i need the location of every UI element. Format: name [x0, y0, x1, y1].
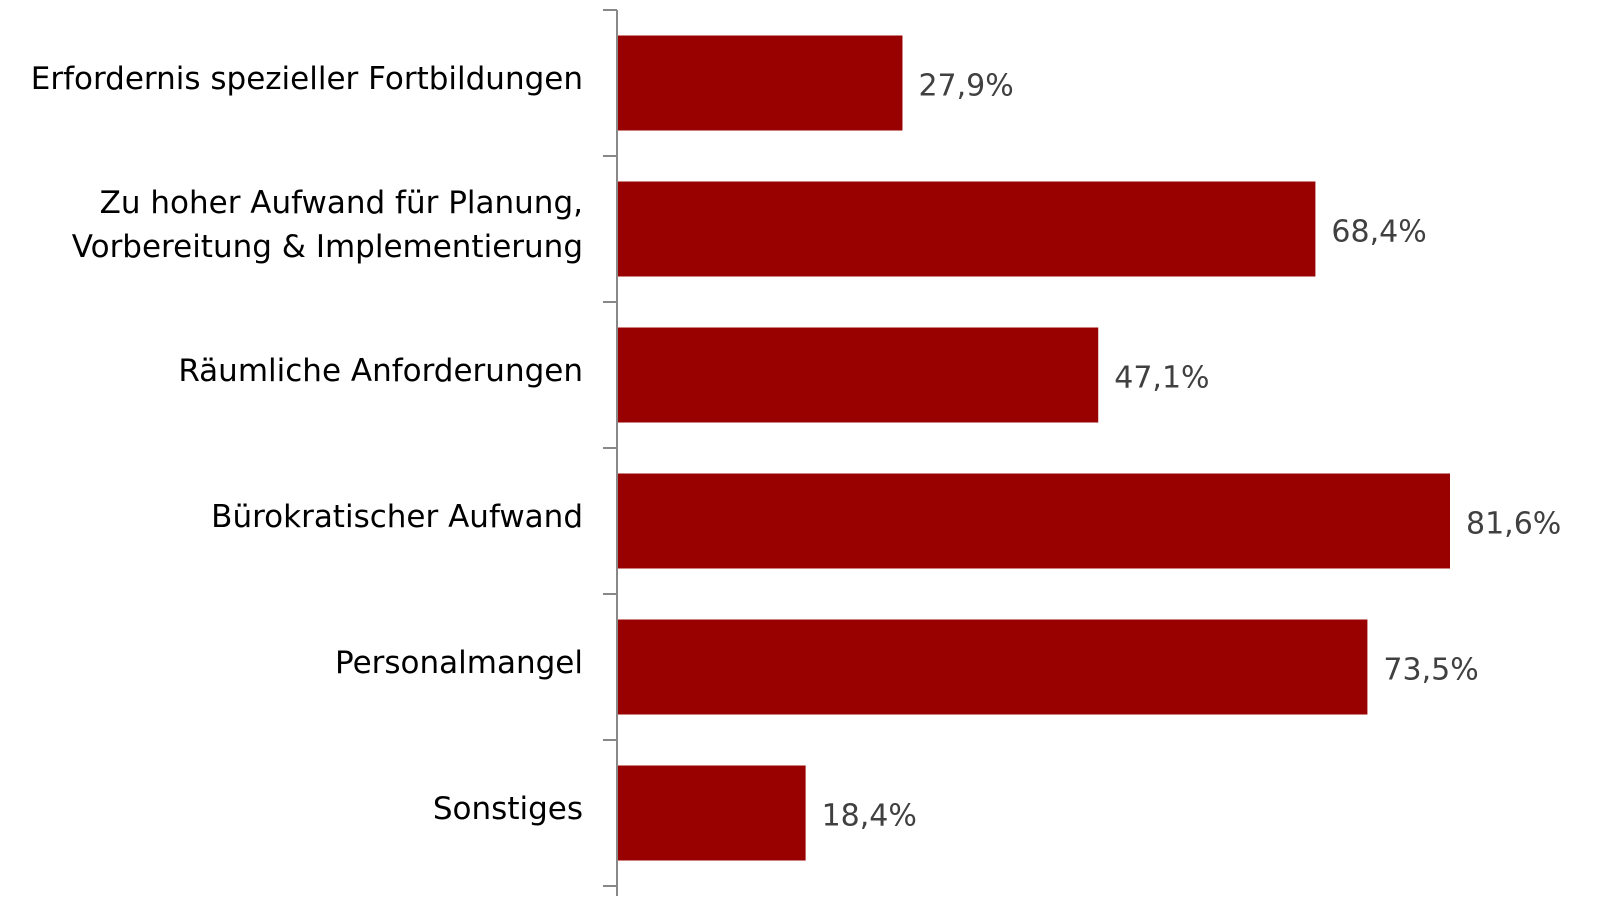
bar [618, 765, 806, 861]
bar [618, 327, 1099, 423]
category-label: Räumliche Anforderungen [178, 353, 583, 389]
value-label: 81,6% [1466, 507, 1561, 542]
category-label: Zu hoher Aufwand für Planung, Vorbereitu… [71, 185, 583, 265]
bar [618, 619, 1368, 715]
bar [618, 181, 1316, 277]
value-label: 73,5% [1383, 653, 1478, 688]
category-label: Sonstiges [432, 791, 583, 827]
bar [618, 473, 1450, 569]
bar [618, 35, 903, 131]
category-label: Personalmangel [335, 645, 583, 681]
value-label: 18,4% [822, 799, 917, 834]
value-label: 68,4% [1331, 215, 1426, 250]
category-label: Bürokratischer Aufwand [211, 499, 583, 535]
value-label: 47,1% [1114, 361, 1209, 396]
category-label: Erfordernis spezieller Fortbildungen [30, 61, 583, 97]
value-label: 27,9% [918, 69, 1013, 104]
